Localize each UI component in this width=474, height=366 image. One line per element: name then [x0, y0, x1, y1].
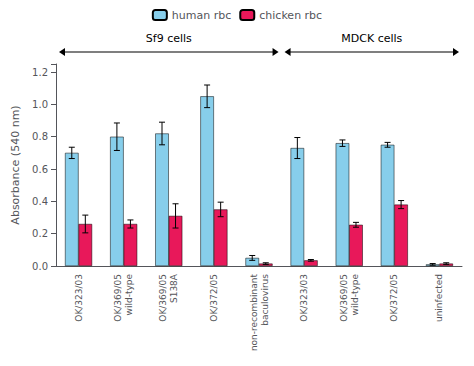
- svg-text:Sf9 cells: Sf9 cells: [146, 32, 192, 45]
- svg-text:OK/369/05: OK/369/05: [113, 274, 123, 322]
- svg-text:OK/323/03: OK/323/03: [299, 274, 309, 322]
- svg-text:OK/369/05: OK/369/05: [158, 274, 168, 322]
- svg-text:1.2: 1.2: [32, 67, 48, 78]
- svg-text:0.8: 0.8: [32, 131, 48, 142]
- svg-text:0.4: 0.4: [32, 196, 48, 207]
- svg-text:chicken rbc: chicken rbc: [259, 9, 322, 22]
- svg-text:human rbc: human rbc: [172, 9, 231, 22]
- svg-text:uninfected: uninfected: [434, 274, 444, 322]
- svg-text:OK/372/05: OK/372/05: [209, 274, 219, 322]
- svg-text:0.6: 0.6: [32, 164, 48, 175]
- svg-text:OK/323/03: OK/323/03: [74, 274, 84, 322]
- svg-text:S138A: S138A: [169, 273, 179, 303]
- svg-text:non-recombinant: non-recombinant: [249, 274, 259, 352]
- svg-text:baculovirus: baculovirus: [260, 274, 270, 326]
- svg-text:0.0: 0.0: [32, 261, 48, 272]
- svg-text:wild-type: wild-type: [124, 274, 134, 316]
- svg-text:OK/372/05: OK/372/05: [389, 274, 399, 322]
- svg-text:MDCK cells: MDCK cells: [341, 32, 402, 45]
- svg-text:OK/369/05: OK/369/05: [339, 274, 349, 322]
- svg-text:wild-type: wild-type: [350, 274, 360, 316]
- svg-text:0.2: 0.2: [32, 228, 48, 239]
- svg-text:Absorbance (540 nm): Absorbance (540 nm): [9, 105, 22, 224]
- svg-text:1.0: 1.0: [32, 99, 48, 110]
